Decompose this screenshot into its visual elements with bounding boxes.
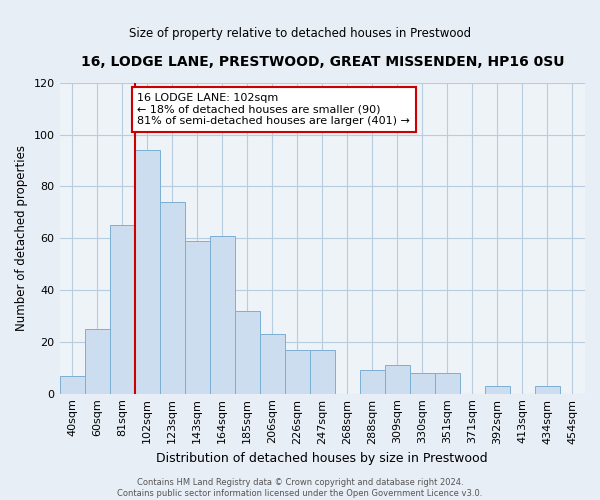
- Bar: [134, 150, 160, 394]
- Bar: [235, 310, 260, 394]
- Y-axis label: Number of detached properties: Number of detached properties: [15, 145, 28, 331]
- Bar: [435, 373, 460, 394]
- X-axis label: Distribution of detached houses by size in Prestwood: Distribution of detached houses by size …: [157, 452, 488, 465]
- Title: 16, LODGE LANE, PRESTWOOD, GREAT MISSENDEN, HP16 0SU: 16, LODGE LANE, PRESTWOOD, GREAT MISSEND…: [80, 55, 564, 69]
- Bar: [160, 202, 185, 394]
- Text: 16 LODGE LANE: 102sqm
← 18% of detached houses are smaller (90)
81% of semi-deta: 16 LODGE LANE: 102sqm ← 18% of detached …: [137, 93, 410, 126]
- Bar: [59, 376, 85, 394]
- Bar: [285, 350, 310, 394]
- Bar: [310, 350, 335, 394]
- Bar: [410, 373, 435, 394]
- Bar: [360, 370, 385, 394]
- Bar: [85, 329, 110, 394]
- Bar: [385, 365, 410, 394]
- Bar: [260, 334, 285, 394]
- Bar: [535, 386, 560, 394]
- Bar: [185, 241, 209, 394]
- Bar: [485, 386, 510, 394]
- Text: Size of property relative to detached houses in Prestwood: Size of property relative to detached ho…: [129, 28, 471, 40]
- Text: Contains HM Land Registry data © Crown copyright and database right 2024.
Contai: Contains HM Land Registry data © Crown c…: [118, 478, 482, 498]
- Bar: [110, 225, 134, 394]
- Bar: [209, 236, 235, 394]
